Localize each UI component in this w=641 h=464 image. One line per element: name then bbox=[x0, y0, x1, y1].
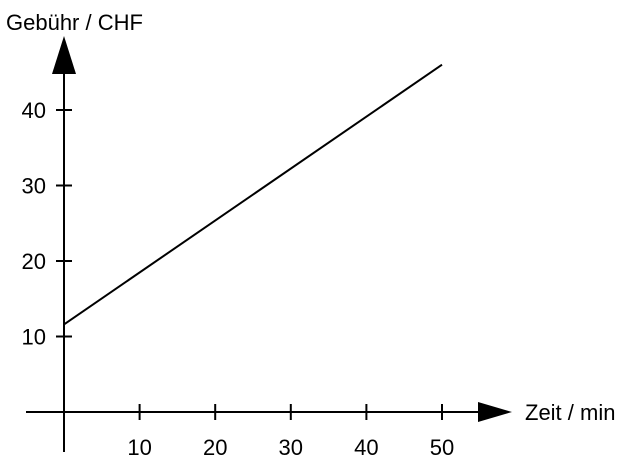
y-tick-label: 20 bbox=[22, 249, 46, 274]
x-axis-title: Zeit / min bbox=[525, 400, 615, 425]
y-tick-label: 30 bbox=[22, 174, 46, 199]
y-axis-title: Gebühr / CHF bbox=[6, 10, 143, 35]
y-tick-label: 40 bbox=[22, 98, 46, 123]
ticks: 10 20 30 40 50 10 20 30 40 bbox=[22, 98, 455, 460]
series-line bbox=[63, 63, 443, 326]
y-tick-label: 10 bbox=[22, 325, 46, 350]
x-axis-arrow bbox=[478, 402, 512, 422]
x-tick-label: 20 bbox=[203, 435, 227, 460]
x-tick-label: 40 bbox=[354, 435, 378, 460]
x-tick-label: 30 bbox=[279, 435, 303, 460]
series-layer bbox=[63, 63, 443, 326]
x-tick-label: 10 bbox=[127, 435, 151, 460]
x-tick-label: 50 bbox=[430, 435, 454, 460]
y-axis-arrow bbox=[52, 36, 76, 74]
